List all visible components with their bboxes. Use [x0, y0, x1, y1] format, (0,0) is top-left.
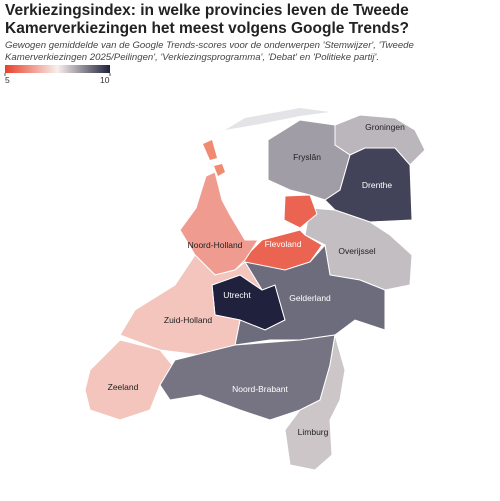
province-label: Zeeland [107, 382, 139, 392]
province-label: Zuid-Holland [163, 315, 213, 325]
province-label: Overijssel [338, 246, 376, 256]
title: Verkiezingsindex: in welke provincies le… [5, 2, 409, 37]
province-label: Utrecht [223, 290, 251, 300]
province [304, 207, 413, 291]
province-label: Fryslân [293, 152, 321, 162]
province-label: Noord-Brabant [232, 384, 288, 394]
province-label: Groningen [365, 122, 405, 132]
province-label: Limburg [297, 427, 329, 437]
province [324, 147, 413, 223]
province [284, 334, 346, 471]
legend-tick-label: 5 [5, 75, 10, 85]
wadden-island [203, 140, 225, 176]
legend-tick-label: 10 [100, 75, 110, 85]
province [84, 339, 173, 421]
province-label: Flevoland [264, 239, 302, 249]
wadden-island [225, 108, 330, 130]
province-label: Drenthe [361, 180, 393, 190]
province [119, 254, 263, 356]
subtitle: Gewogen gemiddelde van de Google Trends-… [5, 40, 414, 63]
legend-bar [5, 65, 110, 73]
province-label: Gelderland [289, 293, 331, 303]
province-label: Noord-Holland [187, 240, 243, 250]
